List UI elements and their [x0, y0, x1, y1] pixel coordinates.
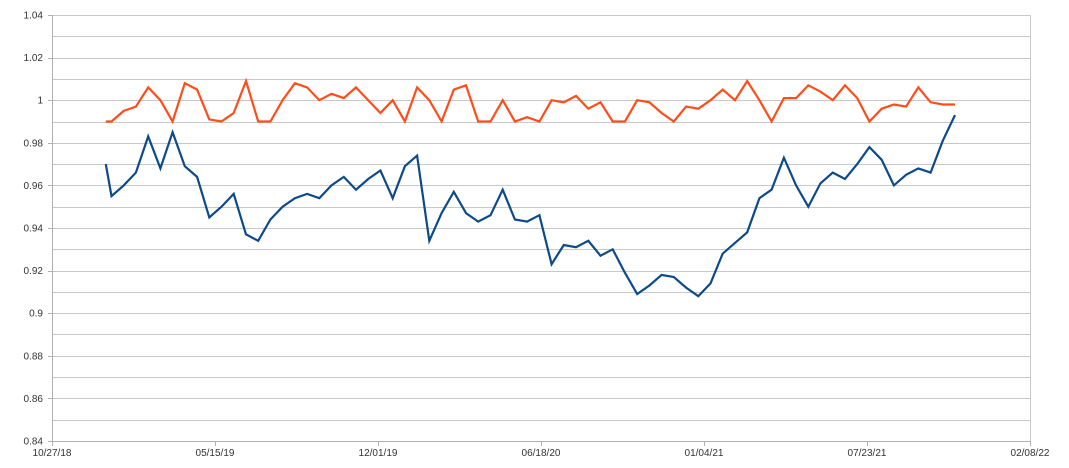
x-tick-label: 12/01/19: [359, 448, 398, 459]
y-tick-label: 0.96: [24, 181, 44, 192]
x-tick-labels: 10/27/18 05/15/19 12/01/19 06/18/20 01/04/21…: [33, 441, 1050, 459]
y-tick-label: 0.92: [24, 266, 44, 277]
x-tick-label: 05/15/19: [196, 448, 235, 459]
grid-lines: [52, 15, 1031, 442]
x-tick-label: 10/27/18: [33, 448, 72, 459]
y-tick-label: 0.94: [24, 224, 44, 235]
series-line-blue: [104, 114, 956, 298]
y-tick-label: 0.9: [29, 309, 43, 320]
y-tick-labels: 0.84 0.86 0.88 0.9 0.92 0.94 0.96 0.98 1 1.02 1.04: [24, 11, 52, 448]
x-tick-label: 07/23/21: [848, 448, 887, 459]
y-tick-label: 1: [37, 96, 43, 107]
x-tick-label: 06/18/20: [522, 448, 561, 459]
axes: [48, 15, 1030, 445]
y-tick-label: 0.84: [24, 437, 44, 448]
x-tick-label: 01/04/21: [685, 448, 724, 459]
y-tick-label: 0.98: [24, 138, 44, 149]
x-tick-label: 02/08/22: [1011, 448, 1050, 459]
y-tick-label: 1.04: [24, 11, 44, 22]
series-lines: [104, 77, 956, 298]
y-tick-label: 1.02: [24, 53, 44, 64]
series-line-orange: [105, 77, 955, 125]
y-tick-label: 0.88: [24, 351, 44, 362]
y-tick-label: 0.86: [24, 394, 44, 405]
